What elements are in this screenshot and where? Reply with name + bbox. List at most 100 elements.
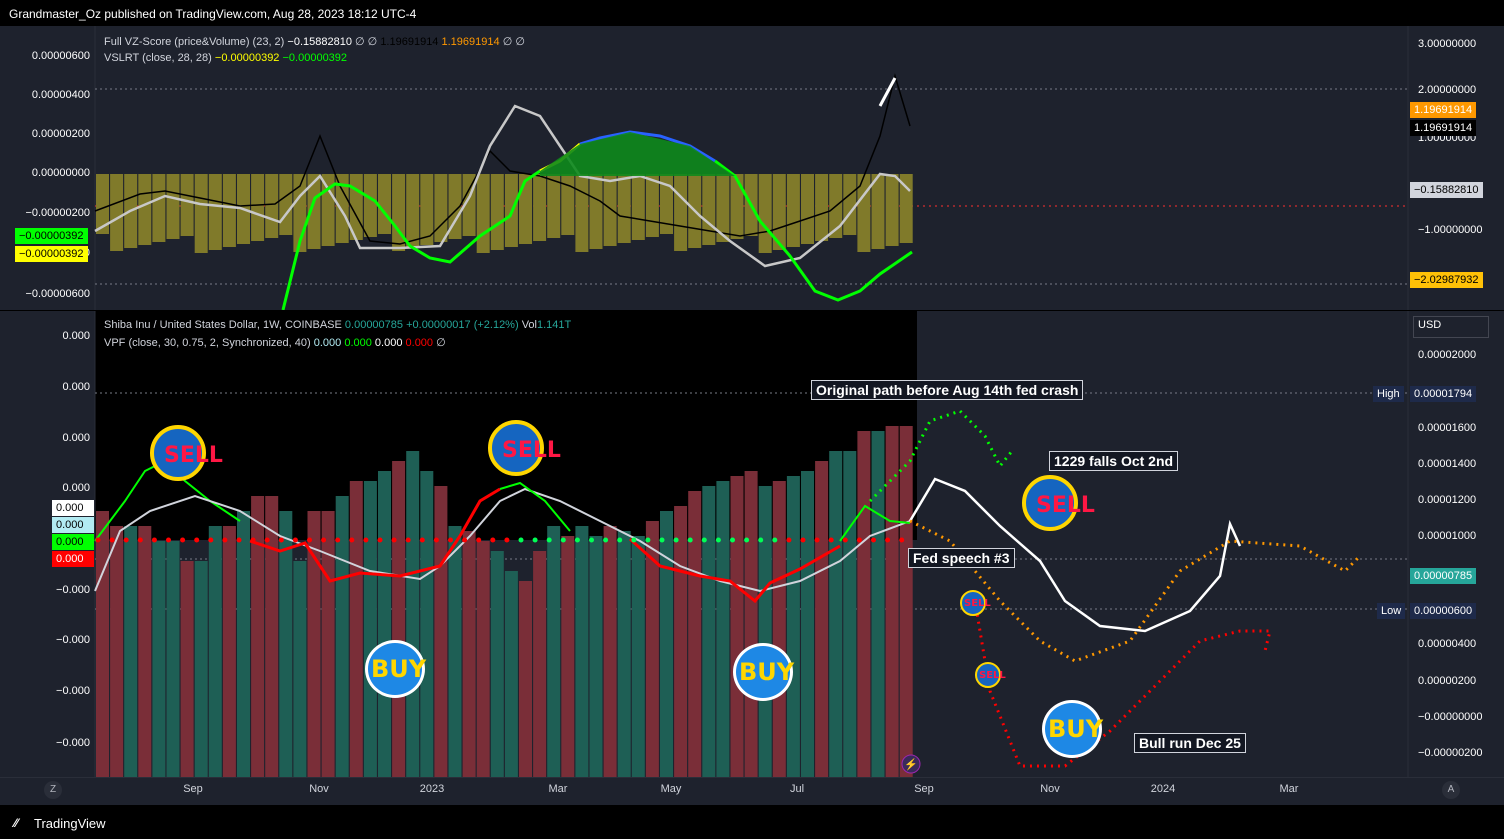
sell-text: SELL	[979, 670, 1006, 681]
low-value: 0.00000600	[1410, 603, 1477, 619]
volume-bar	[772, 481, 786, 777]
currency-button[interactable]: USD	[1413, 316, 1489, 338]
volume-bar	[194, 561, 208, 777]
volume-bar	[476, 541, 490, 777]
symbol-vol-label: Vol	[521, 319, 537, 331]
osc-bar	[251, 174, 265, 241]
x-tick: Sep	[183, 783, 203, 795]
publisher-header: Grandmaster_Oz published on TradingView.…	[0, 0, 1504, 26]
volume-bar	[490, 551, 504, 777]
vpf-dot	[462, 537, 468, 543]
volume-bar	[575, 526, 589, 777]
x-tick: Mar	[548, 783, 568, 795]
vslrt-v2: −0.00000392	[282, 52, 348, 64]
vpf-name: VPF (close, 30, 0.75, 2, Synchronized, 4…	[104, 337, 311, 349]
vpf-v3: 0.000	[374, 337, 403, 349]
volume-bar	[716, 481, 730, 777]
annotation-bull-run[interactable]: Bull run Dec 25	[1134, 733, 1246, 753]
vpf-dot	[744, 537, 750, 543]
osc-bar	[801, 174, 814, 244]
volume-bar	[335, 496, 349, 777]
top-left-tick: 0.00000400	[31, 89, 90, 101]
volume-bar	[871, 431, 885, 777]
vzscore-v2: 1.19691914	[380, 36, 439, 48]
vpf-dot	[236, 537, 242, 543]
vpf-dot	[123, 537, 129, 543]
volume-bar	[124, 526, 138, 777]
oscillator-pane[interactable]	[0, 26, 1504, 310]
osc-bar	[476, 174, 490, 253]
symbol-legend[interactable]: Shiba Inu / United States Dollar, 1W, CO…	[104, 319, 571, 331]
main-right-tick: 0.00001400	[1418, 458, 1477, 470]
main-right-tick: 0.00001000	[1418, 530, 1477, 542]
osc-bar	[180, 174, 194, 236]
buy-text: BUY	[371, 655, 427, 683]
buy-sticker[interactable]: BUY	[733, 643, 795, 701]
osc-bar	[885, 174, 899, 246]
annotation-original-path[interactable]: Original path before Aug 14th fed crash	[811, 380, 1084, 400]
time-axis[interactable]	[0, 777, 1504, 805]
vpf-dot	[208, 537, 214, 543]
top-right-tick: 3.00000000	[1418, 38, 1477, 50]
sell-sticker-small[interactable]: SELL	[975, 662, 1006, 688]
sell-sticker[interactable]: SELL	[150, 425, 223, 481]
vpf-dot	[137, 537, 143, 543]
x-tick: Nov	[1040, 783, 1060, 795]
sell-text: SELL	[502, 438, 561, 463]
symbol-name: Shiba Inu / United States Dollar, 1W, CO…	[104, 319, 342, 331]
main-left-tick: −0.000	[56, 584, 90, 596]
osc-bar	[857, 174, 871, 252]
sell-sticker[interactable]: SELL	[488, 420, 561, 476]
vpf-dot	[574, 537, 580, 543]
buy-text: BUY	[739, 658, 795, 686]
osc-bar	[603, 174, 617, 246]
osc-bar	[152, 174, 166, 242]
buy-sticker[interactable]: BUY	[365, 640, 427, 698]
publisher-text: Grandmaster_Oz published on TradingView.…	[9, 7, 417, 21]
auto-scale-button[interactable]: A	[1442, 781, 1460, 799]
volume-bar	[688, 491, 702, 777]
top-left-badge-yellow: −0.00000392	[15, 246, 88, 262]
x-tick: Mar	[1279, 783, 1299, 795]
volume-bar	[363, 481, 377, 777]
vpf-dot	[715, 537, 721, 543]
zoom-reset-button[interactable]: Z	[44, 781, 62, 799]
vpf-dot	[786, 537, 792, 543]
volume-bar	[857, 431, 871, 777]
vpf-dot	[504, 537, 510, 543]
osc-bar	[617, 174, 631, 243]
volume-bar	[547, 526, 561, 777]
sell-text: SELL	[164, 443, 223, 468]
vzscore-legend[interactable]: Full VZ-Score (price&Volume) (23, 2) −0.…	[104, 35, 525, 48]
x-tick: May	[660, 783, 682, 795]
annotation-fed-speech[interactable]: Fed speech #3	[908, 548, 1015, 568]
volume-bar	[617, 531, 631, 777]
vslrt-legend[interactable]: VSLRT (close, 28, 28) −0.00000392 −0.000…	[104, 52, 347, 64]
vpf-dot	[363, 537, 369, 543]
annotation-1229-falls[interactable]: 1229 falls Oct 2nd	[1049, 451, 1179, 471]
volume-bar	[378, 471, 391, 777]
top-right-tick: −1.00000000	[1418, 224, 1483, 236]
osc-bar	[702, 174, 716, 245]
vpf-legend[interactable]: VPF (close, 30, 0.75, 2, Synchronized, 4…	[104, 336, 446, 349]
main-right-tick: 0.00002000	[1418, 349, 1477, 361]
sell-sticker-small[interactable]: SELL	[960, 590, 991, 616]
buy-sticker[interactable]: BUY	[1042, 700, 1103, 758]
sell-sticker[interactable]: SELL	[1022, 475, 1095, 531]
top-right-tick: 2.00000000	[1418, 84, 1477, 96]
volume-bar	[152, 541, 166, 777]
osc-bar	[265, 174, 279, 238]
main-left-tick: 0.000	[62, 482, 90, 494]
osc-bar	[575, 174, 589, 252]
vpf-dot	[166, 537, 171, 543]
vpf-dot	[814, 537, 820, 543]
vpf-dot	[645, 537, 651, 543]
osc-bar	[843, 174, 857, 235]
vpf-dot	[730, 537, 735, 543]
volume-bar	[349, 481, 363, 777]
volume-bar	[293, 561, 307, 777]
vzscore-v1: −0.15882810	[287, 36, 352, 48]
vpf-dot	[856, 537, 862, 543]
main-right-tick: −0.00000000	[1418, 711, 1483, 723]
osc-bar	[378, 174, 391, 234]
